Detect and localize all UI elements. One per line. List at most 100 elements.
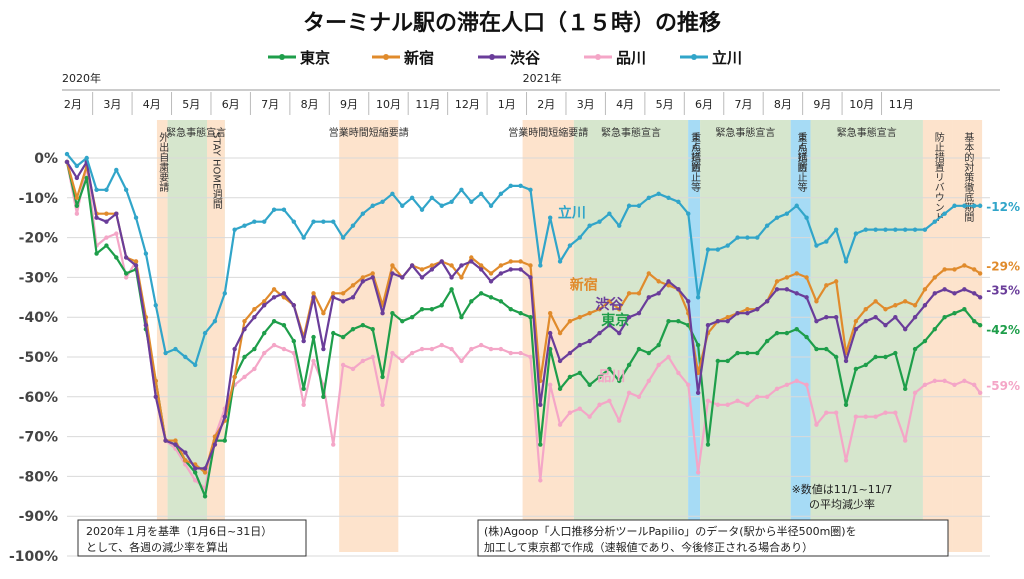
- series-point: [528, 315, 533, 320]
- series-point: [400, 203, 405, 208]
- y-tick-label: -100%: [9, 549, 58, 565]
- series-point: [123, 271, 129, 276]
- series-point: [755, 235, 760, 240]
- y-tick-label: -30%: [19, 270, 58, 286]
- series-point: [64, 151, 70, 157]
- series-point: [538, 442, 543, 447]
- series-point: [419, 267, 425, 272]
- series-point: [163, 350, 168, 356]
- y-tick-label: -60%: [19, 390, 58, 406]
- series-point: [429, 307, 435, 312]
- series-point: [242, 326, 247, 332]
- series-point: [863, 362, 868, 368]
- baseline-note: 2020年１月を基準（1月6日~31日） として、各週の減少率を算出: [77, 519, 307, 557]
- y-tick-label: -10%: [19, 191, 58, 207]
- series-point: [705, 322, 711, 328]
- month-label: 8月: [301, 98, 319, 111]
- series-line: [66, 160, 981, 470]
- series-point: [676, 318, 681, 324]
- series-point: [853, 326, 859, 332]
- series-point: [735, 235, 740, 240]
- period-label: 防止措置リバウンド: [932, 131, 944, 222]
- series-point: [173, 442, 178, 447]
- y-tick-label: -70%: [19, 430, 58, 446]
- series-point: [252, 346, 257, 352]
- y-tick-label: -40%: [19, 310, 58, 326]
- month-label: 10月: [849, 98, 874, 111]
- series-point: [745, 311, 750, 316]
- series-point: [617, 307, 622, 312]
- series-point: [745, 402, 750, 407]
- series-point: [133, 215, 139, 220]
- series-point: [439, 342, 444, 348]
- legend-marker: [279, 54, 285, 60]
- series-point: [932, 378, 937, 384]
- baseline-note-line2: として、各週の減少率を算出: [86, 540, 228, 554]
- series-point: [557, 259, 563, 264]
- period-label: 緊急事態宣言: [715, 126, 775, 139]
- series-point: [508, 307, 513, 312]
- series-point: [242, 318, 247, 324]
- legend: 東京 新宿 渋谷 品川 立川: [268, 49, 742, 67]
- series-point: [370, 354, 375, 360]
- series-line: [65, 161, 981, 490]
- period-label: 緊急事態宣言: [166, 126, 226, 139]
- series-point: [774, 330, 780, 336]
- series-point: [498, 346, 504, 352]
- series-point: [212, 434, 218, 439]
- series-point: [794, 291, 799, 296]
- series-point: [547, 382, 553, 388]
- series-point: [281, 291, 287, 296]
- series-point: [518, 311, 523, 316]
- series-point: [567, 243, 573, 248]
- period-labels: 外出自粛要請緊急事態宣言STAY HOME週間 営業時間短縮要請 営業時間短縮要請緊…: [157, 126, 974, 223]
- source-note: (株)Agoop「人口推移分析ツールPapilio」のデータ(駅から半径500m…: [477, 519, 949, 557]
- series-point: [508, 267, 513, 272]
- series-point: [488, 295, 494, 300]
- series-point: [163, 438, 168, 443]
- series-point: [419, 307, 425, 312]
- series-point: [252, 219, 257, 224]
- period-band: [952, 120, 983, 552]
- series-point: [725, 243, 730, 248]
- series-point: [262, 219, 267, 224]
- series-point: [281, 207, 287, 212]
- series-point: [873, 299, 878, 304]
- series-point: [360, 279, 366, 284]
- axes: 0% -10% -20% -30% -40% -50% -60% -70% -80% -90% -1…: [9, 71, 1000, 565]
- series-point: [942, 267, 947, 272]
- series-point: [508, 350, 513, 356]
- series-point: [932, 291, 937, 296]
- series-point: [390, 350, 395, 356]
- series-point: [301, 386, 306, 392]
- series-point: [977, 322, 983, 328]
- month-label: 8月: [774, 98, 792, 111]
- series-point: [153, 303, 158, 308]
- series-point: [547, 330, 553, 336]
- series-point: [202, 330, 208, 336]
- series-point: [843, 259, 849, 264]
- series-point: [735, 398, 740, 403]
- series-point: [469, 259, 474, 264]
- baseline-note-line1: 2020年１月を基準（1月6日~31日）: [86, 524, 272, 538]
- series-point: [557, 422, 563, 427]
- series-point: [538, 263, 543, 268]
- series-point: [429, 195, 435, 200]
- month-label: 2月: [537, 98, 555, 111]
- series-point: [360, 275, 366, 280]
- series-point: [123, 255, 129, 260]
- series-point: [794, 326, 799, 332]
- series-point: [291, 219, 297, 224]
- series-point: [656, 342, 661, 348]
- series-point: [814, 243, 819, 248]
- series-point: [271, 207, 277, 212]
- series-point: [567, 350, 573, 356]
- series-point: [695, 342, 701, 348]
- series-point: [883, 410, 888, 415]
- series-point: [173, 438, 178, 443]
- series-point: [350, 295, 356, 300]
- series-point: [745, 307, 750, 312]
- series-point: [883, 307, 888, 312]
- series-point: [281, 322, 287, 328]
- series-point: [340, 299, 346, 304]
